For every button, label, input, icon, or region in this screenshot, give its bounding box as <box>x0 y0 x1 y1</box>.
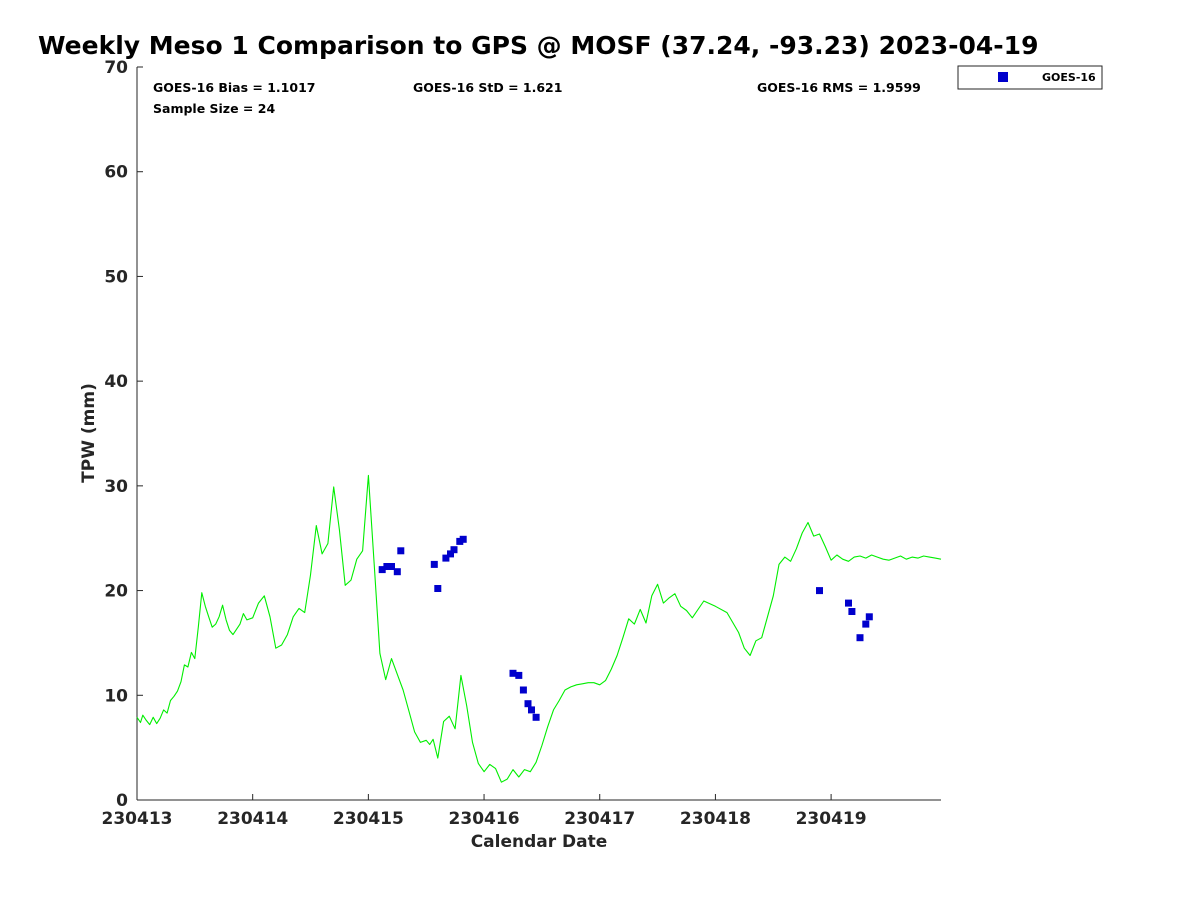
goes16-point <box>532 713 540 721</box>
y-tick-label: 20 <box>104 582 128 602</box>
goes16-point <box>393 568 401 576</box>
goes16-point <box>856 634 864 642</box>
goes16-point <box>447 550 454 558</box>
x-axis-ticks: 230413 230414 230415 230416 230417 230418 2304… <box>102 794 867 829</box>
x-tick-label: 230414 <box>217 809 288 829</box>
y-tick-label: 0 <box>116 791 128 811</box>
goes16-point <box>515 671 523 679</box>
goes16-point <box>383 563 391 570</box>
y-tick-label: 10 <box>104 686 128 706</box>
y-tick-label: 30 <box>104 477 128 497</box>
goes16-point <box>519 686 527 694</box>
goes16-point <box>862 620 870 628</box>
goes16-point <box>450 546 458 554</box>
goes16-point <box>524 700 532 708</box>
rms-annotation: GOES-16 RMS = 1.9599 <box>757 80 921 95</box>
goes16-point <box>528 706 535 714</box>
goes16-point <box>848 608 856 615</box>
goes16-point <box>816 587 823 595</box>
goes16-point <box>434 585 442 592</box>
goes16-point <box>459 535 467 543</box>
legend-label-goes16: GOES-16 <box>1042 71 1096 84</box>
gps-tpw-line <box>136 474 942 783</box>
x-tick-label: 230413 <box>102 809 173 829</box>
goes16-point <box>509 669 517 677</box>
goes16-point <box>388 563 395 570</box>
x-tick-label: 230415 <box>333 809 404 829</box>
goes16-point <box>430 560 438 568</box>
goes16-point <box>378 566 386 574</box>
legend-box <box>957 65 1103 90</box>
legend: GOES-16 <box>957 65 1103 90</box>
y-axis-label: TPW (mm) <box>79 383 99 483</box>
goes16-point <box>397 547 405 555</box>
y-tick-label: 70 <box>104 58 128 78</box>
y-tick-label: 50 <box>104 267 128 287</box>
y-axis-ticks: 0 10 20 30 40 50 60 70 <box>104 58 143 811</box>
std-annotation: GOES-16 StD = 1.621 <box>413 80 562 95</box>
bias-annotation: GOES-16 Bias = 1.1017 <box>153 80 315 95</box>
x-tick-label: 230418 <box>680 809 751 829</box>
goes16-point <box>865 613 873 621</box>
plot-axes <box>136 67 941 801</box>
y-tick-label: 60 <box>104 163 128 183</box>
y-tick-label: 40 <box>104 372 128 392</box>
legend-marker-goes16 <box>998 72 1008 82</box>
x-tick-label: 230419 <box>796 809 867 829</box>
chart-title: Weekly Meso 1 Comparison to GPS @ MOSF (… <box>38 31 1038 60</box>
x-tick-label: 230417 <box>564 809 635 829</box>
sample-size-annotation: Sample Size = 24 <box>153 101 275 116</box>
goes16-point <box>442 554 450 562</box>
x-tick-label: 230416 <box>449 809 520 829</box>
series-layer <box>136 474 942 783</box>
x-axis-label: Calendar Date <box>471 832 608 852</box>
goes16-point <box>845 599 852 607</box>
